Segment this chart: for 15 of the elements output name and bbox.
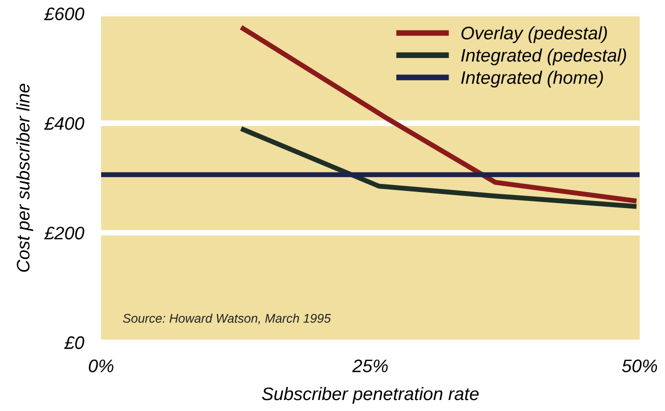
legend-label: Overlay (pedestal) (461, 26, 607, 44)
line-series (238, 24, 639, 204)
legend-label: Integrated (pedestal) (461, 48, 626, 66)
x-tick-label: 50% (622, 360, 658, 372)
y-tick-label: £400 (44, 117, 84, 130)
y-axis-title: Cost per subscriber line (16, 84, 34, 272)
line-series (238, 126, 639, 209)
legend-label: Integrated (home) (461, 70, 603, 88)
y-tick-label: £600 (44, 7, 84, 20)
x-tick-label: 0% (88, 360, 114, 372)
y-tick-label: £0 (64, 336, 84, 350)
x-tick-label: 25% (352, 360, 388, 372)
x-axis-title: Subscriber penetration rate (262, 386, 479, 404)
y-tick-label: £200 (44, 226, 84, 240)
annotation: Source: Howard Watson, March 1995 (122, 314, 331, 324)
